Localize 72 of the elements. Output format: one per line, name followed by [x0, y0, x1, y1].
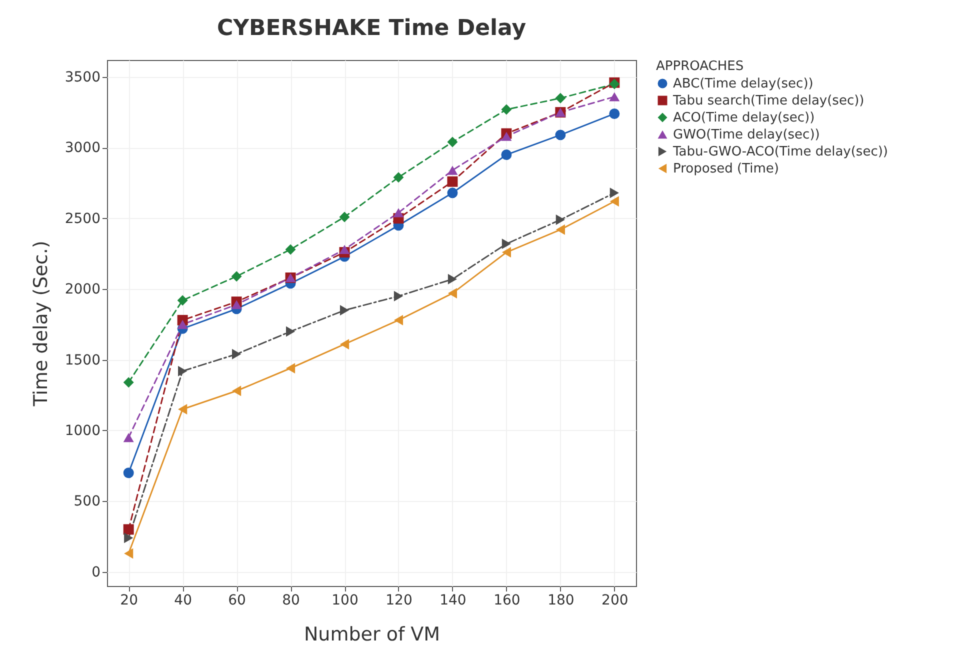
point [501, 150, 512, 160]
x-tick-label: 180 [548, 592, 574, 608]
point [447, 166, 458, 175]
x-tick-label: 160 [494, 592, 520, 608]
point [123, 377, 134, 388]
point [501, 132, 512, 141]
point [124, 548, 134, 559]
point [555, 130, 566, 140]
legend-label: Proposed (Time) [673, 162, 779, 176]
x-tick-label: 80 [282, 592, 300, 608]
point [177, 295, 188, 306]
point [285, 244, 296, 255]
point [123, 432, 134, 442]
point [232, 386, 242, 396]
point [556, 214, 565, 226]
y-tick-label: 0 [92, 564, 100, 580]
point [123, 468, 134, 478]
point [393, 208, 404, 218]
x-tick-label: 40 [174, 592, 192, 608]
x-tick-label: 20 [120, 592, 138, 608]
point [502, 238, 511, 250]
point [610, 196, 619, 207]
point [610, 188, 619, 198]
x-tick-label: 140 [440, 592, 466, 608]
legend-label: Tabu search(Time delay(sec)) [672, 94, 864, 108]
point [555, 92, 566, 104]
point [394, 290, 404, 302]
point [123, 524, 134, 535]
point [447, 136, 458, 148]
point [178, 366, 188, 376]
point [556, 224, 565, 235]
x-tick-label: 200 [602, 592, 628, 608]
y-tick-label: 500 [74, 494, 100, 510]
x-tick-label: 60 [228, 592, 246, 608]
point [177, 320, 188, 329]
point [448, 288, 458, 299]
point [609, 92, 620, 102]
point [286, 363, 296, 374]
point [340, 338, 350, 350]
point [232, 348, 242, 360]
y-axis-title: Time delay (Sec.) [30, 240, 52, 408]
point [502, 247, 511, 258]
point [231, 300, 242, 310]
point [178, 404, 188, 414]
point [609, 108, 620, 119]
y-tick-label: 3000 [64, 140, 100, 156]
legend-label: ABC(Time delay(sec)) [673, 76, 814, 92]
point [339, 212, 350, 222]
x-tick-label: 100 [332, 592, 358, 608]
legend-label: Tabu-GWO-ACO(Time delay(sec)) [672, 144, 888, 160]
point [394, 314, 404, 326]
legend-label: ACO(Time delay(sec)) [673, 110, 815, 126]
point [393, 172, 404, 183]
x-axis-title: Number of VM [304, 624, 440, 646]
point [286, 326, 296, 337]
legend-title: APPROACHES [656, 59, 744, 74]
point [447, 176, 458, 187]
x-tick-label: 120 [386, 592, 412, 608]
point [231, 271, 242, 282]
chart-title: CYBERSHAKE Time Delay [216, 16, 526, 41]
y-tick-label: 3500 [64, 69, 100, 86]
point [501, 104, 512, 115]
point [447, 188, 458, 198]
point [340, 305, 350, 316]
legend-label: GWO(Time delay(sec)) [673, 128, 820, 142]
point [339, 244, 350, 254]
point [124, 532, 134, 544]
y-tick-label: 2000 [64, 282, 100, 298]
y-tick-label: 1000 [64, 422, 100, 439]
point [448, 274, 458, 284]
y-tick-label: 1500 [64, 352, 100, 368]
y-tick-label: 2500 [64, 210, 100, 227]
